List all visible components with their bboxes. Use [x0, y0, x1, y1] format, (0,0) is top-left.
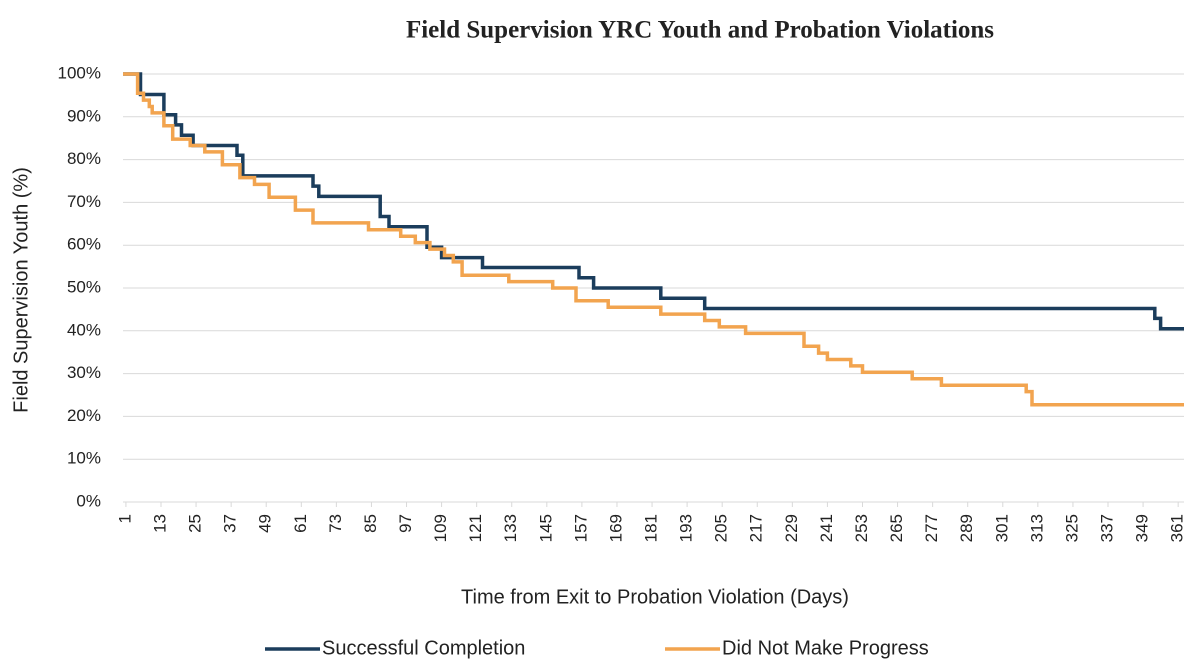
x-tick-label: 301	[992, 514, 1011, 542]
series-line	[123, 72, 1184, 331]
y-tick-label: 70%	[67, 192, 101, 211]
y-tick-label: 10%	[67, 449, 101, 468]
y-tick-label: 50%	[67, 277, 101, 296]
x-tick-label: 109	[431, 514, 450, 542]
x-tick-label: 121	[466, 514, 485, 542]
chart-title: Field Supervision YRC Youth and Probatio…	[406, 17, 994, 44]
x-tick-label: 241	[817, 514, 836, 542]
x-tick-label: 229	[782, 514, 801, 542]
x-tick-label: 361	[1168, 514, 1187, 542]
y-tick-label: 80%	[67, 149, 101, 168]
x-tick-label: 181	[642, 514, 661, 542]
x-tick-label: 157	[571, 514, 590, 542]
x-tick-label: 1	[115, 514, 134, 523]
x-tick-label: 25	[186, 514, 205, 533]
y-tick-label: 30%	[67, 363, 101, 382]
y-tick-label: 60%	[67, 235, 101, 254]
series-line	[123, 72, 1184, 407]
x-tick-label: 265	[887, 514, 906, 542]
x-axis-label: Time from Exit to Probation Violation (D…	[461, 586, 849, 608]
x-tick-label: 313	[1027, 514, 1046, 542]
x-tick-label: 349	[1133, 514, 1152, 542]
x-tick-label: 205	[712, 514, 731, 542]
legend-label: Did Not Make Progress	[722, 637, 929, 659]
legend-label: Successful Completion	[322, 637, 525, 659]
y-tick-label: 90%	[67, 106, 101, 125]
x-tick-label: 97	[396, 514, 415, 533]
x-tick-label: 217	[747, 514, 766, 542]
x-tick-label: 49	[256, 514, 275, 533]
x-tick-label: 253	[852, 514, 871, 542]
x-tick-label: 85	[361, 514, 380, 533]
x-tick-label: 73	[326, 514, 345, 533]
x-tick-label: 289	[957, 514, 976, 542]
x-tick-label: 169	[606, 514, 625, 542]
y-tick-label: 100%	[58, 63, 101, 82]
y-axis-label: Field Supervision Youth (%)	[10, 167, 32, 413]
x-tick-label: 133	[501, 514, 520, 542]
x-tick-label: 277	[922, 514, 941, 542]
x-tick-label: 145	[536, 514, 555, 542]
x-tick-label: 193	[677, 514, 696, 542]
y-tick-label: 20%	[67, 406, 101, 425]
y-tick-label: 0%	[76, 491, 101, 510]
x-tick-label: 325	[1062, 514, 1081, 542]
x-tick-label: 337	[1097, 514, 1116, 542]
y-tick-label: 40%	[67, 320, 101, 339]
x-tick-label: 61	[291, 514, 310, 533]
x-tick-label: 13	[150, 514, 169, 533]
x-tick-label: 37	[221, 514, 240, 533]
